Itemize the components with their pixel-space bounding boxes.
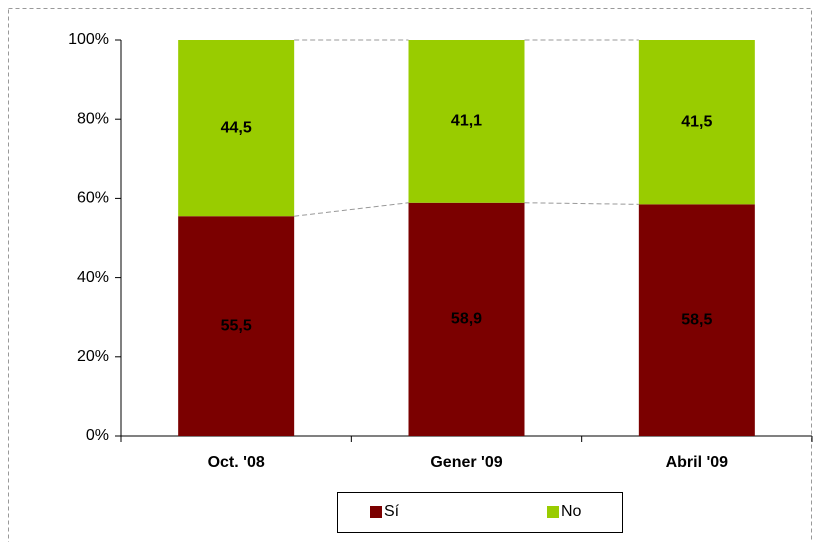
legend-label: No (561, 503, 582, 520)
bar-segment (178, 216, 295, 436)
legend-swatch (547, 506, 559, 518)
bar-segment (638, 204, 755, 436)
value-label: 55,5 (221, 317, 252, 334)
y-tick-label: 40% (77, 269, 109, 286)
bar-segment (638, 40, 755, 205)
legend-label: Sí (384, 503, 400, 520)
series-line (524, 202, 639, 205)
value-label: 58,5 (681, 311, 712, 328)
bar-segment (408, 40, 525, 203)
bar-segment (178, 40, 295, 217)
value-label: 41,5 (681, 113, 712, 130)
x-tick-label: Oct. '08 (208, 454, 265, 471)
value-label: 44,5 (221, 119, 252, 136)
y-tick-label: 0% (86, 427, 109, 444)
y-tick-label: 60% (77, 190, 109, 207)
y-tick-label: 80% (77, 110, 109, 127)
legend-swatch (370, 506, 382, 518)
y-tick-label: 100% (68, 31, 109, 48)
value-label: 58,9 (451, 311, 482, 328)
x-tick-label: Gener '09 (430, 454, 502, 471)
value-label: 41,1 (451, 113, 482, 130)
x-tick-label: Abril '09 (666, 454, 729, 471)
series-line (294, 202, 409, 217)
bar-segment (408, 202, 525, 436)
chart-border (8, 8, 812, 542)
legend-box (337, 492, 623, 533)
y-tick-label: 20% (77, 348, 109, 365)
